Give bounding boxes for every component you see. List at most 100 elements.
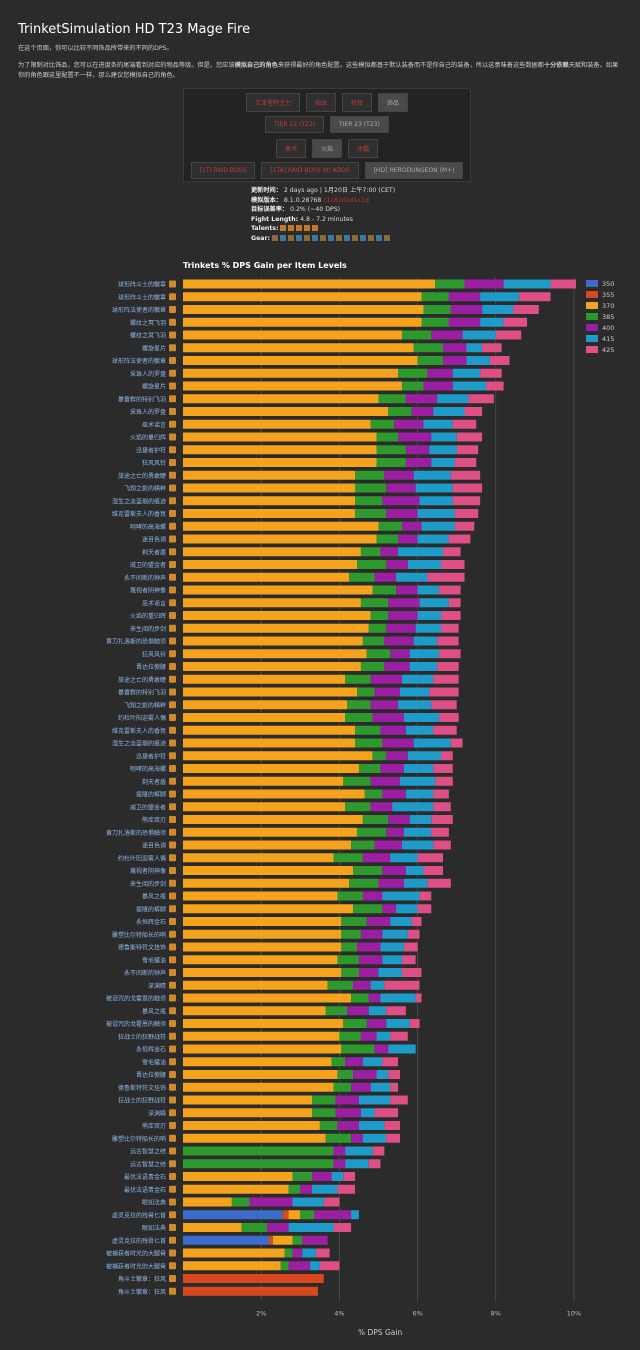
bar-segment-400 [370,700,399,710]
wowhead-icon [169,969,176,976]
bar-segment-370 [183,317,422,327]
bar-segment-385 [325,1133,352,1143]
bar-segment-425 [372,1146,385,1156]
bar-segment-425 [403,942,418,952]
wowhead-icon [169,522,176,530]
bar-segment-385 [349,572,375,582]
bar-segment-370 [183,534,377,544]
bar-segment-425 [427,572,465,582]
trinket-label: 巫术谣言 [142,599,166,607]
trinket-label: 永恒辉金石 [136,1046,166,1054]
wowhead-icon [169,612,176,619]
wowhead-icon [169,1262,176,1270]
bar-segment-385 [280,1261,289,1271]
wowhead-icon [169,918,176,925]
traits-button[interactable]: 特效 [342,93,373,112]
trinket-label: 熊库双刃 [142,1122,166,1130]
raid-boss-adds-button[interactable]: [1TA] RAID BOSS W/ ADDS [261,162,359,179]
bar-segment-415 [433,407,465,416]
azerite-button[interactable]: 艾泽里特之力 [245,93,300,112]
trinket-label: 雕塑比尔特船长的哨 [112,931,166,939]
wowhead-icon [169,663,176,670]
bar-segment-400 [374,687,401,697]
trinket-label: 被捕获者时光的大腿骨 [106,1262,166,1270]
wowhead-icon [169,714,176,721]
bar-segment-385 [312,1095,336,1105]
wowhead-icon [169,1275,176,1282]
bar-segment-370 [183,1082,334,1092]
legend-label: 370 [602,301,615,310]
legend-label: 425 [602,345,615,354]
bar-segment-350 [183,1210,283,1220]
bar-segment-425 [433,764,453,773]
bar-segment-385 [370,611,389,620]
bar-segment-385 [435,279,465,289]
sim-hash-link[interactable]: c1c81d1d1c1d [323,196,369,204]
legend-item-370[interactable]: 370 [586,300,614,311]
legend-item-355[interactable]: 355 [586,289,614,300]
bar-segment-370 [183,496,356,506]
bar-segment-415 [409,649,440,659]
legend-item-425[interactable]: 425 [586,344,614,355]
herodungeon-button[interactable]: [HD] HERODUNGEON (M+) [364,162,464,179]
bar-segment-415 [407,560,442,569]
wowhead-icon [169,688,176,696]
bar-segment-385 [388,407,412,416]
page-title: TrinketSimulation HD T23 Mage Fire [18,22,251,37]
arcane-button[interactable]: 奥术 [275,139,306,158]
trinket-label: 蔑视者阴神像 [130,867,166,875]
bar-segment-385 [413,343,444,353]
fire-button[interactable]: 火焰 [311,139,342,158]
trinkets-button[interactable]: 饰品 [378,93,409,112]
bar-segment-425 [454,521,475,531]
tier23-button[interactable]: TIER 23 (T23) [330,116,389,133]
wowhead-icon [169,841,176,849]
bar-segment-385 [351,840,375,850]
bar-segment-415 [452,381,487,391]
bar-segment-425 [429,687,459,697]
bar-segment-415 [409,662,438,671]
bar-segment-400 [464,279,504,289]
bar-segment-370 [183,636,363,646]
wowhead-icon [169,369,176,377]
talent-icons [280,225,321,231]
legend-item-415[interactable]: 415 [586,333,614,344]
bar-segment-385 [417,356,444,365]
bar-segment-400 [405,394,438,404]
legend-item-400[interactable]: 400 [586,322,614,333]
bar-segment-370 [183,279,436,289]
bar-segment-425 [433,674,459,684]
wowhead-icon [169,943,176,951]
bar-segment-385 [353,904,383,914]
raid-boss-button[interactable]: [1T] RAID BOSS [190,162,256,179]
bar-segment-415 [380,993,416,1003]
frost-button[interactable]: 冰霜 [348,139,379,158]
bar-segment-415 [398,700,432,710]
bar-segment-355 [269,1235,273,1245]
bar-segment-385 [284,1248,293,1258]
bar-segment-425 [417,853,444,863]
bar-segment-400 [396,585,418,595]
bar-segment-370 [183,955,338,965]
tier22-button[interactable]: TIER 22 (T22) [265,116,324,133]
bar-segment-425 [456,445,479,455]
bar-segment-400 [386,751,408,761]
wowhead-icon [169,905,176,913]
trinket-label: 深渊睛 [148,1109,166,1117]
legend-item-385[interactable]: 385 [586,311,614,322]
bar-segment-400 [267,1223,289,1232]
wowhead-icon [169,1249,176,1257]
wowhead-icon [169,1173,176,1180]
bar-segment-370 [183,1197,232,1207]
bar-segment-425 [437,636,459,646]
bar-segment-400 [405,445,430,455]
bar-segment-385 [331,1057,346,1067]
wowhead-icon [169,395,176,403]
legend-item-350[interactable]: 350 [586,278,614,289]
bar-segment-415 [388,1044,416,1054]
bar-segment-415 [345,1146,373,1156]
legend-swatch [586,302,598,309]
talents-button[interactable]: 指纹 [305,93,336,112]
bar-segment-400 [386,560,408,569]
bar-segment-385 [333,853,363,863]
